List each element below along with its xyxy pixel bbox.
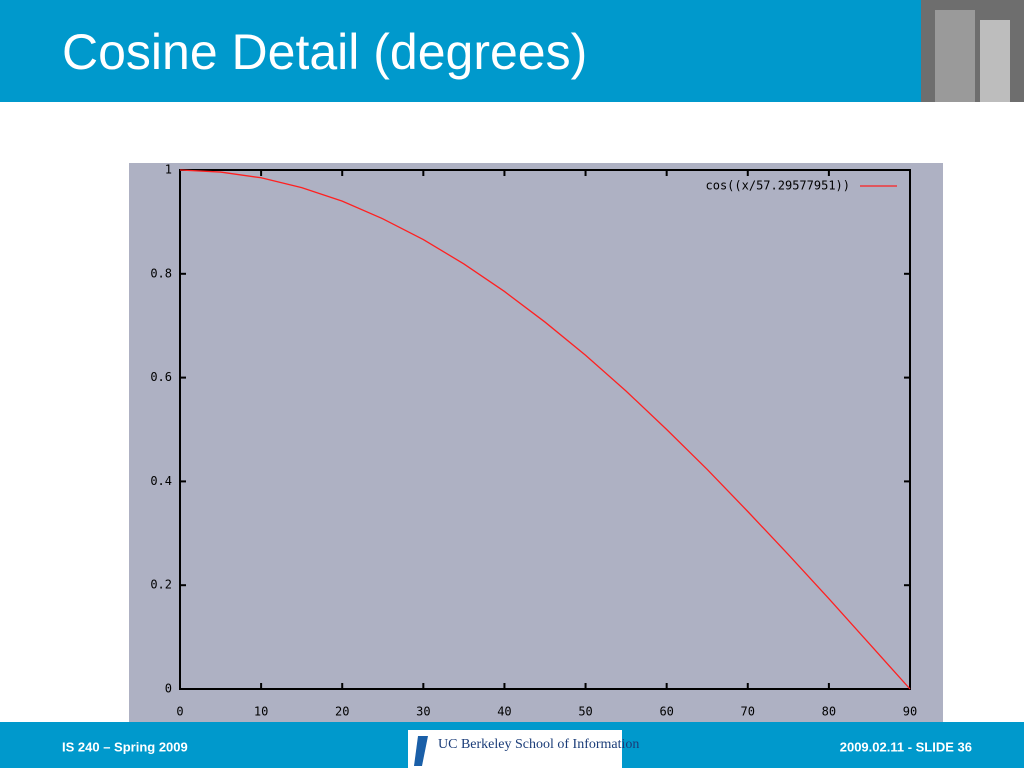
footer-left: IS 240 – Spring 2009 — [62, 739, 188, 754]
y-tick-label: 1 — [165, 163, 172, 177]
plot-frame — [179, 169, 911, 690]
x-tick-label: 50 — [578, 705, 592, 719]
y-tick-label: 0.6 — [150, 370, 172, 384]
x-tick-label: 20 — [335, 705, 349, 719]
y-tick-label: 0 — [165, 682, 172, 696]
x-tick-label: 30 — [416, 705, 430, 719]
logo-icon — [414, 736, 428, 766]
plot-background — [129, 163, 943, 730]
photo-building — [980, 20, 1010, 102]
slide-title: Cosine Detail (degrees) — [62, 24, 587, 80]
footer-logo: UC Berkeley School of Information — [438, 737, 639, 752]
photo-building — [935, 10, 975, 102]
series-line — [179, 169, 911, 690]
footer-logo-box — [408, 730, 622, 768]
x-tick-label: 0 — [176, 705, 183, 719]
x-tick-label: 90 — [903, 705, 917, 719]
legend-label: cos((x/57.29577951)) — [706, 179, 851, 193]
y-tick-label: 0.4 — [150, 474, 172, 488]
y-tick-label: 0.8 — [150, 266, 172, 280]
x-tick-label: 80 — [822, 705, 836, 719]
y-tick-label: 0.2 — [150, 578, 172, 592]
x-tick-label: 40 — [497, 705, 511, 719]
header-bar — [0, 0, 1024, 102]
x-tick-label: 60 — [659, 705, 673, 719]
x-tick-label: 10 — [254, 705, 268, 719]
footer-right: 2009.02.11 - SLIDE 36 — [840, 739, 972, 754]
x-tick-label: 70 — [741, 705, 755, 719]
